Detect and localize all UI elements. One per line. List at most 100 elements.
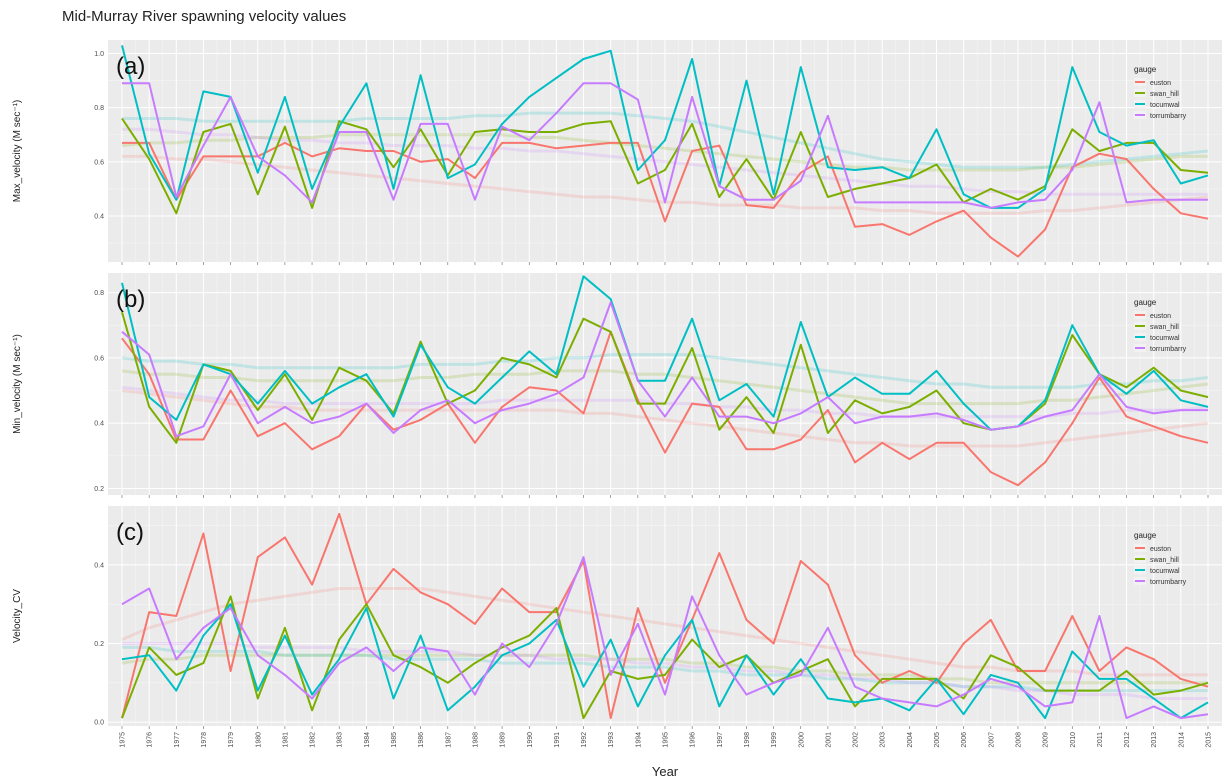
x-tick-label: 1975	[120, 732, 127, 748]
panel-tag: (b)	[116, 286, 145, 313]
series-line-swan_hill	[121, 117, 1209, 215]
x-tick-label: 1983	[337, 732, 344, 748]
x-tick-label: 2000	[798, 732, 805, 748]
trend-line-torrumbarry	[122, 642, 1208, 700]
y-tick-label: 0.4	[94, 562, 104, 569]
x-axis-title: Year	[652, 764, 679, 779]
x-tick-label: 2001	[825, 732, 832, 748]
x-tick-label: 1982	[310, 732, 317, 748]
trend-line-tocumwal	[122, 645, 1208, 693]
y-axis-title: Velocity_CV	[12, 589, 23, 643]
y-tick-label: 0.2	[94, 486, 104, 493]
trend-line-swan_hill	[121, 133, 1208, 172]
trend-line-torrumbarry	[122, 127, 1208, 196]
series-line-euston	[122, 141, 1209, 258]
panel-3: 0.0 0.2 0.4 Velocity_CV (c) gauge euston swan_h…	[12, 506, 1222, 779]
x-tick-label: 1978	[201, 732, 208, 748]
x-tick-label: 2013	[1151, 732, 1158, 748]
x-tick-label: 1985	[391, 732, 398, 748]
x-tick-label: 1994	[635, 732, 642, 748]
x-tick-label: 1997	[717, 732, 724, 748]
legend-label-torrumbarry: torrumbarry	[1150, 113, 1187, 120]
x-tick-label: 2003	[880, 732, 887, 748]
series-line-swan_hill	[121, 595, 1209, 720]
x-tick-label: 2007	[988, 732, 995, 748]
legend-title: gauge	[1134, 65, 1157, 74]
x-tick-label: 1986	[418, 732, 425, 748]
trend-line-swan_hill	[121, 653, 1208, 685]
series-line-tocumwal	[121, 275, 1209, 431]
trend-line-swan_hill	[121, 369, 1209, 406]
y-axis-title: Max_velocity (M sec⁻¹)	[12, 100, 23, 203]
x-tick-label: 1977	[174, 732, 181, 748]
x-tick-label: 2006	[961, 732, 968, 748]
x-tick-label: 1976	[147, 732, 154, 748]
series-line-torrumbarry	[121, 556, 1209, 720]
x-tick-label: 2015	[1206, 732, 1213, 748]
legend-label-tocumwal: tocumwal	[1150, 568, 1180, 575]
x-tick-label: 2009	[1043, 732, 1050, 748]
series-line-euston	[121, 512, 1209, 720]
legend-label-torrumbarry: torrumbarry	[1150, 579, 1187, 586]
x-tick-label: 2002	[853, 732, 860, 748]
x-tick-label: 1995	[663, 732, 670, 748]
x-tick-label: 2014	[1178, 732, 1185, 748]
panel-1: 0.4 0.6 0.8 1.0 Max_velocity (M sec⁻¹) (a) gau…	[12, 40, 1222, 265]
legend-label-euston: euston	[1150, 313, 1171, 320]
legend-label-swan_hill: swan_hill	[1150, 91, 1179, 98]
panel-tag: (a)	[116, 53, 145, 80]
trend-line-tocumwal	[122, 111, 1209, 169]
x-tick-label: 1992	[581, 732, 588, 748]
page-title: Mid-Murray River spawning velocity value…	[62, 8, 347, 25]
y-tick-label: 0.4	[94, 421, 104, 428]
y-tick-label: 0.6	[94, 355, 104, 362]
y-tick-label: 1.0	[94, 51, 104, 58]
x-tick-label: 2008	[1015, 732, 1022, 748]
x-tick-label: 1998	[744, 732, 751, 748]
x-tick-label: 1990	[527, 732, 534, 748]
x-tick-label: 1987	[445, 732, 452, 748]
legend-title: gauge	[1134, 298, 1157, 307]
legend-label-euston: euston	[1150, 546, 1171, 553]
y-tick-label: 0.6	[94, 159, 104, 166]
y-tick-label: 0.8	[94, 290, 104, 297]
x-tick-label: 1980	[255, 732, 262, 748]
y-tick-label: 0.0	[94, 720, 104, 727]
legend-label-swan_hill: swan_hill	[1150, 557, 1179, 564]
legend-label-torrumbarry: torrumbarry	[1150, 346, 1187, 353]
legend: gauge euston swan_hill tocumwal torrumbarry	[1134, 298, 1187, 353]
series-line-torrumbarry	[121, 301, 1208, 438]
y-axis-title: Min_velocity (M sec⁻¹)	[12, 334, 23, 434]
series-line-euston	[121, 330, 1209, 487]
legend: gauge euston swan_hill tocumwal torrumbarry	[1134, 531, 1187, 586]
legend-label-tocumwal: tocumwal	[1150, 335, 1180, 342]
x-tick-label: 2004	[907, 732, 914, 748]
x-tick-label: 1996	[690, 732, 697, 748]
legend-label-euston: euston	[1150, 80, 1171, 87]
trend-line-euston	[121, 389, 1209, 448]
x-tick-label: 1993	[608, 732, 615, 748]
panel-tag: (c)	[116, 519, 144, 546]
x-tick-label: 2010	[1070, 732, 1077, 748]
series-line-torrumbarry	[122, 82, 1208, 209]
x-tick-label: 1979	[228, 732, 235, 748]
x-tick-label: 1988	[472, 732, 479, 748]
legend: gauge euston swan_hill tocumwal torrumbarry	[1134, 65, 1187, 120]
legend-label-swan_hill: swan_hill	[1150, 324, 1179, 331]
legend-label-tocumwal: tocumwal	[1150, 102, 1180, 109]
x-tick-label: 1991	[554, 732, 561, 748]
panel-2: 0.2 0.4 0.6 0.8 Min_velocity (M sec⁻¹) (b) gau…	[12, 273, 1222, 498]
x-tick-label: 1989	[500, 732, 507, 748]
x-tick-label: 2011	[1097, 732, 1104, 747]
legend-title: gauge	[1134, 531, 1157, 540]
series-line-tocumwal	[121, 603, 1209, 720]
y-tick-label: 0.2	[94, 641, 104, 648]
x-tick-label: 2005	[934, 732, 941, 748]
x-tick-label: 1984	[364, 732, 371, 748]
x-tick-label: 1999	[771, 732, 778, 748]
y-tick-label: 0.8	[94, 105, 104, 112]
x-tick-label: 1981	[282, 732, 289, 748]
x-tick-label: 2012	[1124, 732, 1131, 748]
trend-line-tocumwal	[121, 353, 1209, 389]
